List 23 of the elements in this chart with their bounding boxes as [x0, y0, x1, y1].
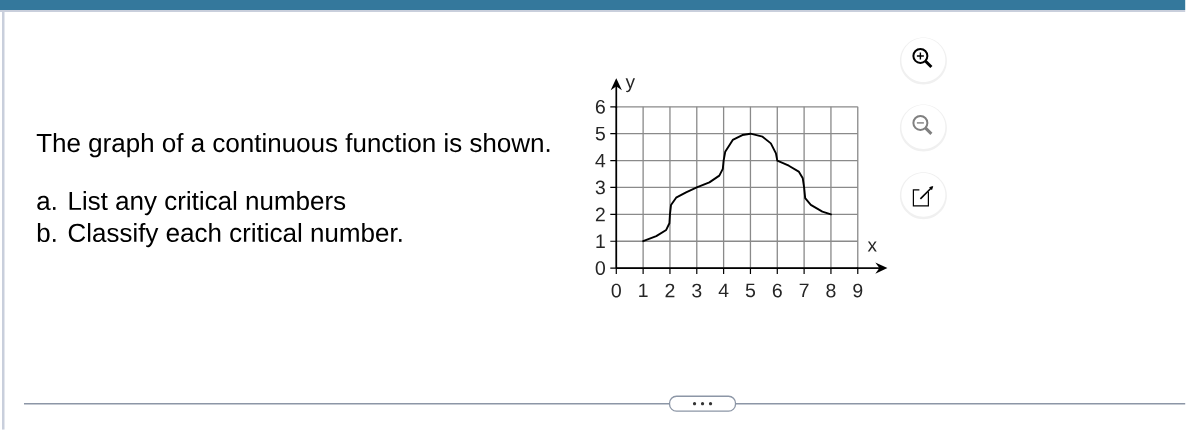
x-tick-label: 1	[639, 283, 648, 298]
line-series	[642, 132, 832, 243]
y-tick-label: 2	[595, 207, 605, 222]
x-tick-label: 8	[826, 283, 836, 298]
y-tick-label: 0	[595, 261, 605, 276]
y-tick-label: 1	[596, 234, 605, 249]
y-axis-title: y	[625, 78, 635, 93]
x-tick-label: 4	[718, 283, 729, 298]
text: b. Classify each critical number.	[37, 223, 402, 248]
x-tick-label: 9	[853, 283, 863, 298]
x-tick-label: 6	[772, 283, 782, 298]
text: a. List any critical numbers	[37, 191, 346, 216]
y-tick-label: 3	[595, 180, 605, 195]
x-tick-label: 0	[611, 283, 621, 298]
y-tick-label: 4	[595, 154, 606, 168]
y-tick-label: 6	[595, 100, 605, 114]
x-tick-label: 7	[799, 283, 809, 298]
x-axis-title: x	[867, 241, 877, 252]
x-tick-label: 5	[745, 283, 756, 298]
text: The graph of a continuous function is shown.	[36, 133, 550, 158]
x-tick-label: 3	[692, 283, 702, 298]
y-tick-label: 5	[595, 127, 605, 141]
x-tick-label: 2	[665, 283, 675, 298]
